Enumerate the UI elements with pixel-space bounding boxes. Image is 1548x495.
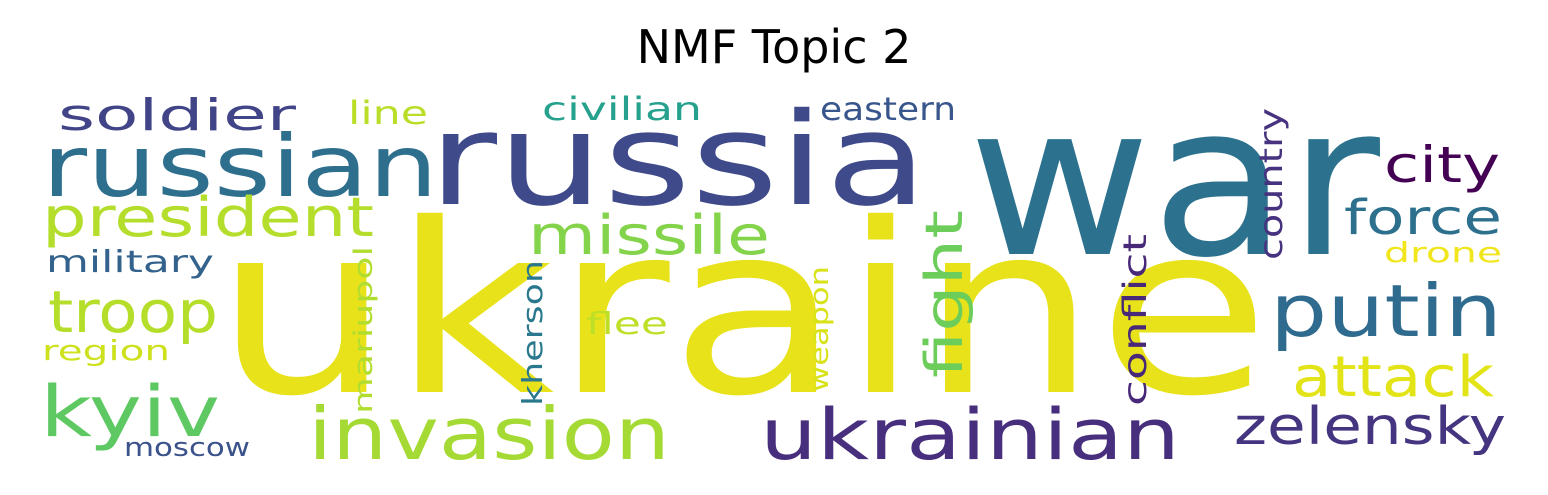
word-line: line (348, 94, 428, 132)
word-kyiv: kyiv (40, 371, 220, 453)
word-fight: fight (915, 210, 975, 378)
word-moscow: moscow (124, 433, 250, 463)
word-civilian: civilian (542, 90, 702, 128)
word-mariupol: mariupol (349, 246, 379, 414)
word-drone: drone (1384, 236, 1502, 269)
word-russia: russia (428, 86, 928, 235)
word-kherson: kherson (516, 260, 549, 406)
word-war: war (968, 86, 1381, 304)
word-president: president (42, 186, 374, 249)
word-force: force (1344, 190, 1502, 246)
word-invasion: invasion (308, 392, 670, 474)
word-eastern: eastern (820, 90, 956, 128)
word-country: country (1252, 108, 1290, 260)
word-ukraine: ukraine (214, 173, 1270, 448)
word-conflict: conflict (1116, 234, 1154, 406)
word-russian: russian (42, 117, 438, 217)
word-ukrainian: ukrainian (760, 394, 1180, 474)
word-troop: troop (48, 278, 218, 346)
word-zelensky: zelensky (1234, 397, 1506, 457)
word-cloud: ukraine war russia russian invasion ukra… (38, 86, 1510, 474)
word-region: region (42, 334, 170, 367)
word-military: military (46, 245, 214, 280)
word-putin: putin (1270, 269, 1502, 353)
word-soldier: soldier (58, 90, 297, 141)
word-missile: missile (528, 204, 770, 267)
word-city: city (1384, 136, 1500, 194)
word-cloud-canvas: ukraine war russia russian invasion ukra… (40, 86, 1506, 474)
chart-title: NMF Topic 2 (636, 20, 912, 74)
word-flee: flee (586, 307, 668, 342)
word-attack: attack (1292, 345, 1495, 410)
word-weapon: weapon (805, 266, 835, 392)
